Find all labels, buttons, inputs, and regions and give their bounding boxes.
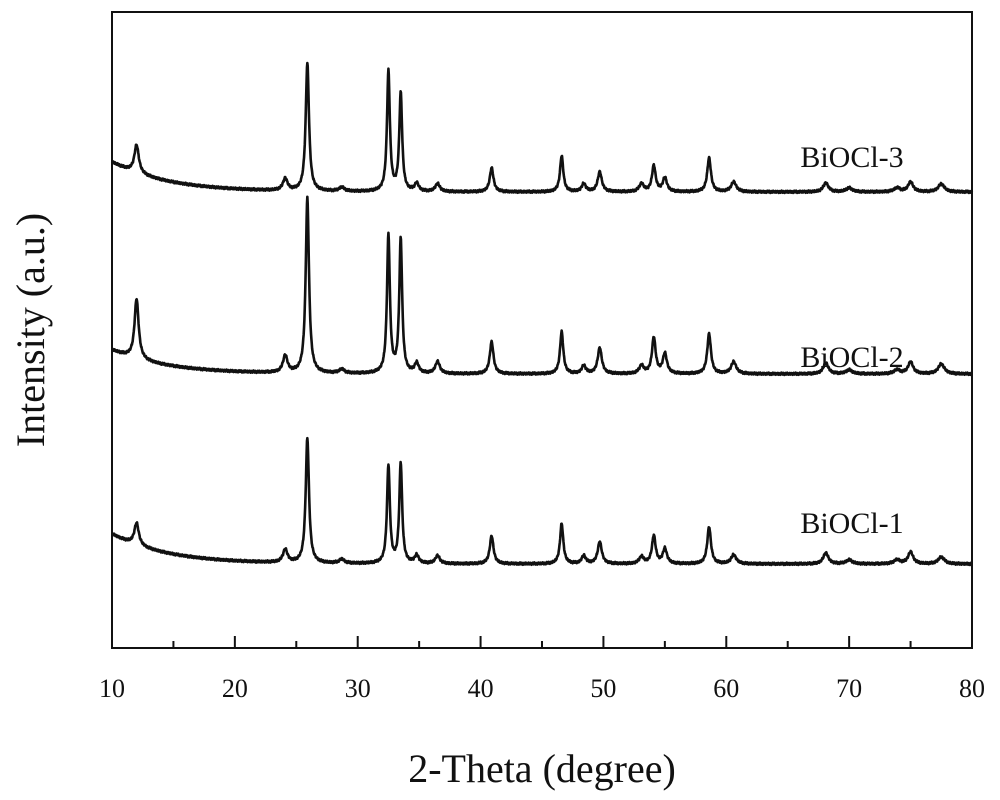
x-tick-label: 30 [345,674,371,703]
x-tick-label: 50 [590,674,616,703]
x-tick-labels: 10 20 30 40 50 60 70 80 [99,674,985,703]
x-tick-label: 40 [468,674,494,703]
x-tick-label: 10 [99,674,125,703]
series-label-biocl-3: BiOCl-3 [800,141,903,174]
series-line-biocl-2 [111,195,974,377]
x-axis-ticks [111,636,973,648]
series-label-biocl-1: BiOCl-1 [800,507,903,540]
series-label-biocl-2: BiOCl-2 [800,341,903,374]
series-line-biocl-3 [110,61,974,195]
series-labels: BiOCl-1 BiOCl-2 BiOCl-3 [800,141,903,540]
y-axis-title: Intensity (a.u.) [8,213,53,447]
x-tick-label: 60 [713,674,739,703]
series-line-biocl-1 [111,436,973,567]
x-tick-label: 80 [959,674,985,703]
x-axis-title: 2-Theta (degree) [408,746,676,791]
x-tick-label: 70 [836,674,862,703]
series-traces [110,61,974,567]
x-tick-label: 20 [222,674,248,703]
plot-frame [111,11,973,649]
